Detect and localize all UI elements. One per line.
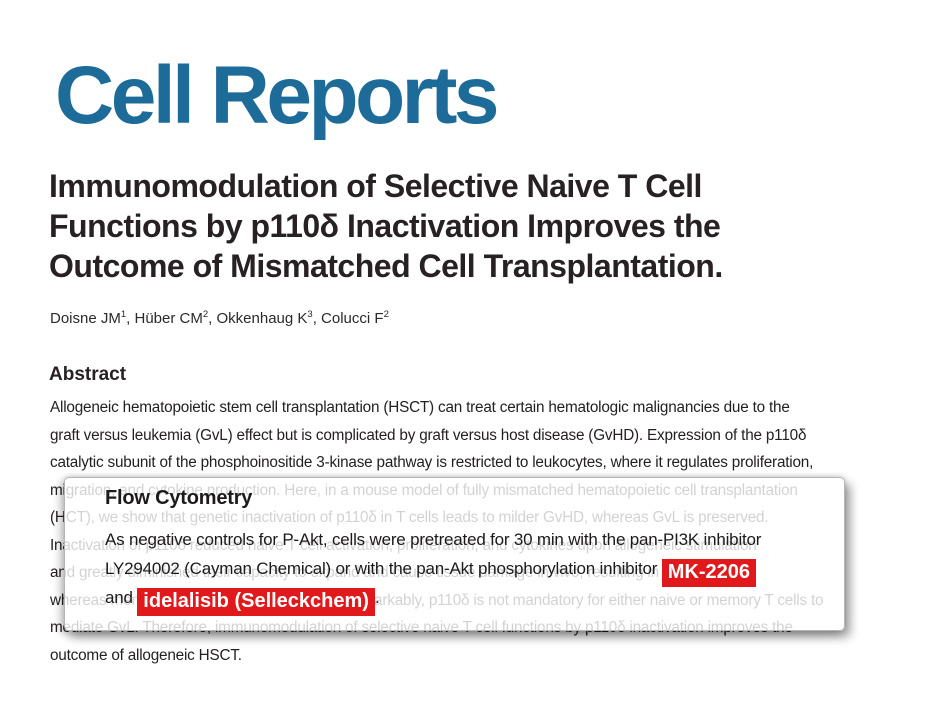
card-heading: Flow Cytometry — [105, 487, 253, 509]
card-line-3-period: . — [374, 588, 380, 607]
author-affiliation: 2 — [202, 309, 209, 320]
idelalisib-highlight[interactable]: idelalisib (Selleckchem) — [137, 588, 375, 616]
card-line-3: and idelalisib (Selleckchem). — [105, 588, 380, 616]
author: Okkenhaug K3 — [216, 309, 313, 327]
article-title: Immunomodulation of Selective Naive T Ce… — [49, 166, 723, 286]
author-affiliation: 3 — [307, 309, 313, 320]
author-list: Doisne JM1, Hüber CM2, Okkenhaug K3, Col… — [50, 309, 389, 327]
author: Colucci F2 — [321, 309, 389, 327]
author-affiliation: 2 — [383, 309, 389, 320]
card-line-1-text: As negative controls for P-Akt, cells we… — [105, 530, 762, 549]
card-line-1: As negative controls for P-Akt, cells we… — [105, 530, 761, 550]
title-line-1: Immunomodulation of Selective Naive T Ce… — [49, 168, 702, 204]
title-line-3: Outcome of Mismatched Cell Transplantati… — [49, 248, 723, 284]
flow-cytometry-card: Flow Cytometry As negative controls for … — [64, 477, 845, 631]
card-line-3-text: and — [105, 588, 138, 607]
journal-logo: Cell Reports — [55, 50, 500, 141]
card-line-2-text: LY294002 (Cayman Chemical) or with the p… — [105, 559, 662, 578]
title-line-2: Functions by p110δ Inactivation Improves… — [49, 208, 721, 244]
author: Doisne JM1 — [50, 309, 127, 327]
card-line-2: LY294002 (Cayman Chemical) or with the p… — [105, 559, 757, 587]
mk-2206-highlight[interactable]: MK-2206 — [661, 559, 757, 587]
abstract-line: catalytic subunit of the phosphoinositid… — [50, 454, 814, 471]
author-affiliation: 1 — [120, 309, 127, 320]
abstract-line: outcome of allogeneic HSCT. — [50, 646, 242, 664]
abstract-line: graft versus leukemia (GvL) effect but i… — [50, 426, 807, 444]
author: Hüber CM2 — [134, 309, 209, 327]
abstract-line: Allogeneic hematopoietic stem cell trans… — [50, 399, 790, 416]
abstract-heading: Abstract — [49, 364, 127, 385]
